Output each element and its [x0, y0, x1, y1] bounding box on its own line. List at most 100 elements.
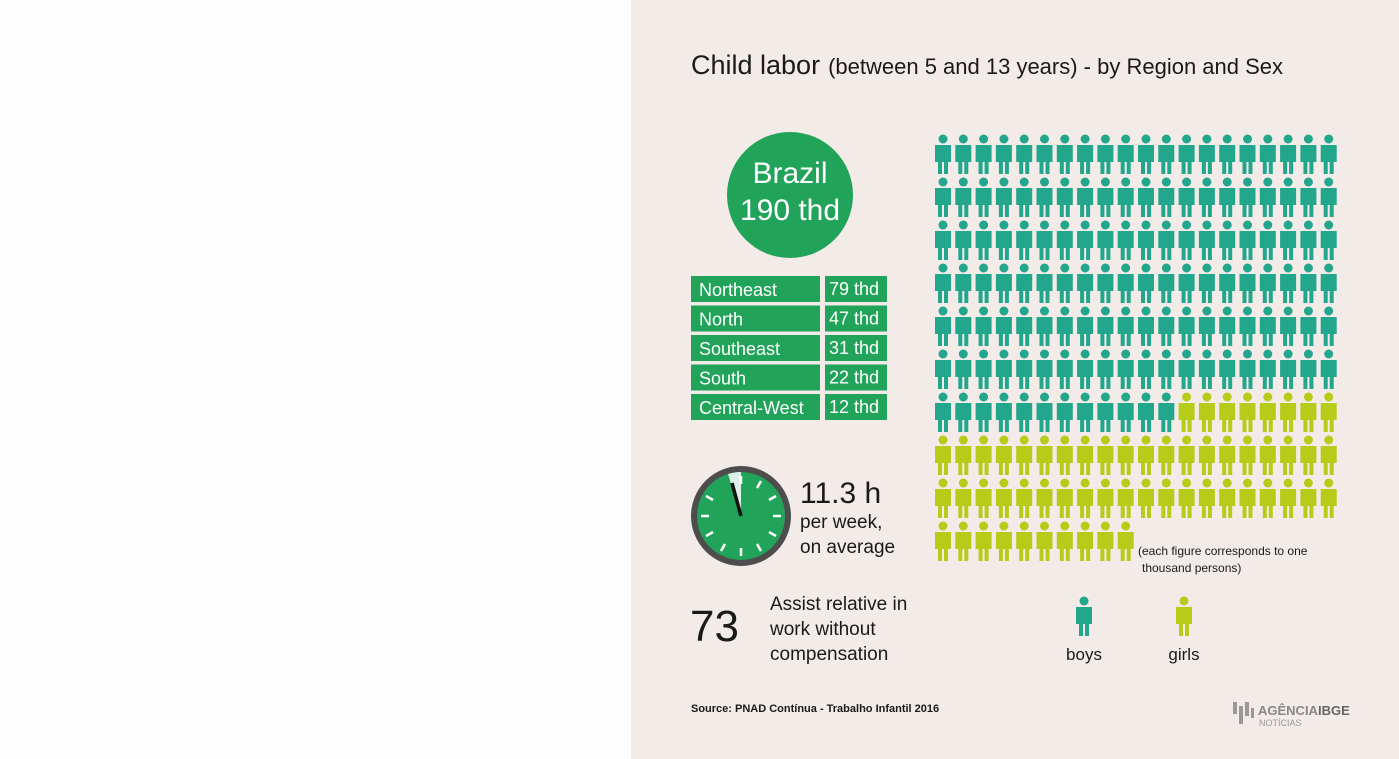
- figure-body: [1016, 145, 1033, 174]
- figure-body: [1036, 360, 1053, 389]
- figure-body: [1138, 231, 1154, 260]
- figure-body: [1158, 145, 1175, 174]
- figure-body: [1259, 317, 1276, 346]
- figure: [955, 435, 972, 475]
- figure-head: [1141, 349, 1151, 359]
- figure-body: [1138, 145, 1154, 174]
- figure: [955, 177, 972, 217]
- figure-body: [1198, 446, 1215, 475]
- figure-head: [1019, 306, 1029, 316]
- figure: [935, 478, 951, 518]
- figure-body: [1158, 446, 1175, 475]
- figure: [1077, 306, 1094, 346]
- figure-head: [979, 521, 989, 531]
- figure: [1138, 220, 1154, 260]
- figure: [1117, 306, 1134, 346]
- figure-head: [1303, 177, 1313, 187]
- figure-body: [1138, 403, 1154, 432]
- figure-body: [1097, 274, 1114, 303]
- figure-head: [1182, 134, 1192, 144]
- figure-body: [1219, 489, 1236, 518]
- figure-body: [1198, 274, 1215, 303]
- figure-body: [955, 532, 972, 561]
- legend-label: boys: [1066, 645, 1102, 664]
- figure-body: [935, 274, 951, 303]
- figure-head: [1303, 435, 1313, 445]
- figure-body: [1036, 231, 1053, 260]
- figure-head: [1202, 220, 1212, 230]
- figure-head: [1121, 478, 1131, 488]
- figure-head: [1324, 392, 1334, 402]
- figure-body: [1077, 145, 1094, 174]
- figure-body: [1300, 360, 1317, 389]
- figure: [1016, 349, 1033, 389]
- figure-head: [958, 349, 968, 359]
- figure-head: [1161, 349, 1171, 359]
- figure: [1097, 220, 1114, 260]
- figure-head: [1283, 263, 1293, 273]
- figure-head: [1100, 306, 1110, 316]
- figure-head: [1080, 392, 1090, 402]
- figure: [1219, 177, 1236, 217]
- region-value-cell: [825, 394, 887, 420]
- figure-body: [1239, 231, 1256, 260]
- figure-head: [1161, 435, 1171, 445]
- figure: [1320, 392, 1337, 432]
- figure-head: [1040, 220, 1049, 230]
- figure: [1239, 478, 1256, 518]
- figure-head: [1202, 349, 1212, 359]
- figure: [1198, 306, 1215, 346]
- figure: [1056, 521, 1073, 561]
- figure-body: [975, 231, 992, 260]
- region-cell: [691, 305, 820, 332]
- figure-head: [1283, 349, 1293, 359]
- figure-body: [1259, 403, 1276, 432]
- figure-head: [1121, 521, 1131, 531]
- figure: [1016, 134, 1033, 174]
- figure-head: [1182, 478, 1192, 488]
- figure-head: [1263, 349, 1273, 359]
- figure: [975, 306, 992, 346]
- figure-body: [1056, 446, 1073, 475]
- figure: [1259, 177, 1276, 217]
- figure-body: [1259, 446, 1276, 475]
- figure: [1077, 220, 1094, 260]
- figure-body: [1300, 317, 1317, 346]
- figure-body: [1117, 446, 1134, 475]
- figure-body: [1300, 274, 1317, 303]
- figure: [1300, 392, 1317, 432]
- figure-body: [1239, 360, 1256, 389]
- figure: [1036, 306, 1053, 346]
- figure: [1138, 392, 1154, 432]
- figure-body: [1077, 188, 1094, 217]
- figure-head: [1100, 177, 1110, 187]
- figure-head: [1182, 220, 1192, 230]
- figure-head: [979, 435, 989, 445]
- figure: [995, 521, 1012, 561]
- figure-body: [1056, 403, 1073, 432]
- note: thousand persons): [1142, 561, 1241, 575]
- figure: [1097, 478, 1114, 518]
- figure-body: [1158, 403, 1175, 432]
- figure: [1056, 435, 1073, 475]
- figure-head: [979, 478, 989, 488]
- figure: [1300, 306, 1317, 346]
- figure: [1280, 349, 1297, 389]
- figure-head: [1324, 435, 1334, 445]
- figure-head: [1040, 263, 1049, 273]
- figure: [1219, 134, 1236, 174]
- figure: [935, 134, 951, 174]
- figure: [955, 392, 972, 432]
- hours-value: 11.3 h: [800, 477, 881, 510]
- figure-body: [975, 317, 992, 346]
- figure: [1097, 435, 1114, 475]
- figure: [1300, 263, 1317, 303]
- figure-head: [999, 478, 1009, 488]
- figure: [1178, 478, 1195, 518]
- figure-head: [938, 435, 948, 445]
- figure-body: [1138, 489, 1154, 518]
- figure-body: [1117, 231, 1134, 260]
- figure: [1158, 392, 1175, 432]
